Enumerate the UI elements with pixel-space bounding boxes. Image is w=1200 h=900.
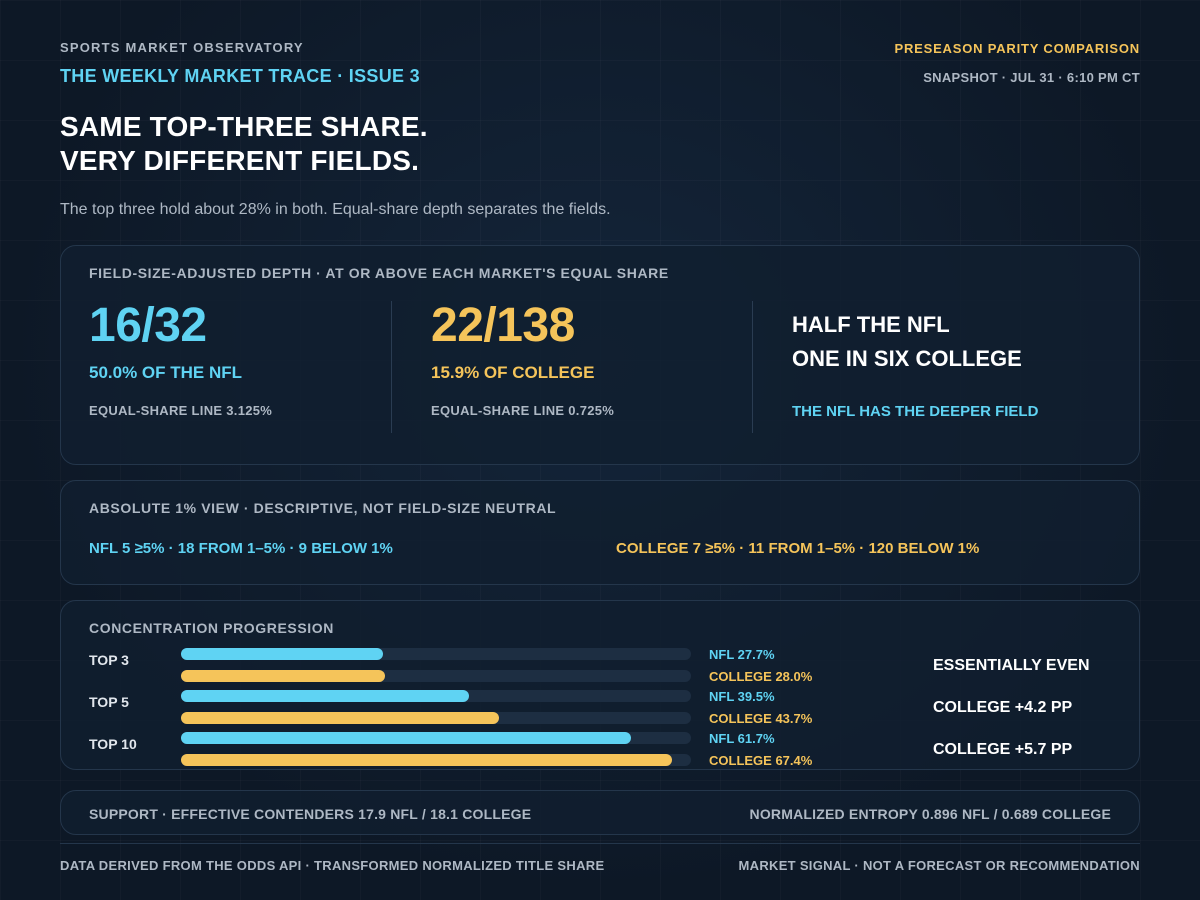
nfl-bar-top-3	[181, 648, 383, 660]
bar-track	[181, 690, 691, 702]
divider	[391, 301, 392, 433]
college-bar-top-5	[181, 712, 499, 724]
concentration-progression-label: CONCENTRATION PROGRESSION	[89, 620, 334, 636]
verdict-top-5: COLLEGE +4.2 PP	[933, 699, 1073, 716]
divider	[752, 301, 753, 433]
kicker-label: PRESEASON PARITY COMPARISON	[894, 41, 1140, 56]
absolute-view-panel: ABSOLUTE 1% VIEW · DESCRIPTIVE, NOT FIEL…	[60, 480, 1140, 585]
college-bar-top-10	[181, 754, 672, 766]
headline-line-1: SAME TOP-THREE SHARE.	[60, 111, 428, 142]
subtitle: The top three hold about 28% in both. Eq…	[60, 201, 611, 218]
bar-track	[181, 732, 691, 744]
bar-track	[181, 648, 691, 660]
depth-verdict: HALF THE NFL ONE IN SIX COLLEGE	[792, 308, 1022, 376]
bar-track	[181, 754, 691, 766]
publication-name: SPORTS MARKET OBSERVATORY	[60, 40, 304, 55]
bar-track	[181, 670, 691, 682]
depth-verdict-subline: THE NFL HAS THE DEEPER FIELD	[792, 403, 1039, 420]
nfl-value-label-top-5: NFL 39.5%	[709, 689, 775, 704]
concentration-progression-panel: CONCENTRATION PROGRESSION TOP 3 NFL 27.7…	[60, 600, 1140, 770]
bar-track	[181, 712, 691, 724]
row-label-top-5: TOP 5	[89, 694, 129, 710]
nfl-bar-top-10	[181, 732, 631, 744]
college-bar-top-3	[181, 670, 385, 682]
college-absolute-breakdown: COLLEGE 7 ≥5% · 11 FROM 1–5% · 120 BELOW…	[616, 540, 980, 557]
college-equal-share-line: EQUAL-SHARE LINE 0.725%	[431, 403, 615, 418]
depth-panel-label: FIELD-SIZE-ADJUSTED DEPTH · AT OR ABOVE …	[89, 265, 669, 281]
college-depth-count: 22/138	[431, 299, 575, 352]
snapshot-timestamp: SNAPSHOT · JUL 31 · 6:10 PM CT	[923, 70, 1140, 85]
nfl-bar-top-5	[181, 690, 469, 702]
college-value-label-top-3: COLLEGE 28.0%	[709, 669, 813, 684]
nfl-absolute-breakdown: NFL 5 ≥5% · 18 FROM 1–5% · 9 BELOW 1%	[89, 540, 393, 557]
normalized-entropy: NORMALIZED ENTROPY 0.896 NFL / 0.689 COL…	[749, 806, 1111, 822]
row-label-top-10: TOP 10	[89, 736, 137, 752]
depth-panel: FIELD-SIZE-ADJUSTED DEPTH · AT OR ABOVE …	[60, 245, 1140, 465]
college-depth-percent: 15.9% OF COLLEGE	[431, 363, 595, 382]
support-panel: SUPPORT · EFFECTIVE CONTENDERS 17.9 NFL …	[60, 790, 1140, 835]
nfl-depth-count: 16/32	[89, 299, 207, 352]
footer-divider	[60, 843, 1140, 844]
depth-verdict-line-2: ONE IN SIX COLLEGE	[792, 346, 1022, 371]
issue-title: THE WEEKLY MARKET TRACE · ISSUE 3	[60, 66, 420, 86]
absolute-view-label: ABSOLUTE 1% VIEW · DESCRIPTIVE, NOT FIEL…	[89, 500, 557, 516]
verdict-top-10: COLLEGE +5.7 PP	[933, 741, 1073, 758]
headline: SAME TOP-THREE SHARE. VERY DIFFERENT FIE…	[60, 110, 428, 178]
row-label-top-3: TOP 3	[89, 652, 129, 668]
disclaimer: MARKET SIGNAL · NOT A FORECAST OR RECOMM…	[738, 858, 1140, 873]
college-value-label-top-5: COLLEGE 43.7%	[709, 711, 813, 726]
effective-contenders: SUPPORT · EFFECTIVE CONTENDERS 17.9 NFL …	[89, 806, 532, 822]
data-source-note: DATA DERIVED FROM THE ODDS API · TRANSFO…	[60, 858, 605, 873]
nfl-equal-share-line: EQUAL-SHARE LINE 3.125%	[89, 403, 273, 418]
nfl-depth-percent: 50.0% OF THE NFL	[89, 363, 243, 382]
verdict-top-3: ESSENTIALLY EVEN	[933, 657, 1090, 674]
nfl-value-label-top-3: NFL 27.7%	[709, 647, 775, 662]
nfl-value-label-top-10: NFL 61.7%	[709, 731, 775, 746]
depth-verdict-line-1: HALF THE NFL	[792, 312, 950, 337]
headline-line-2: VERY DIFFERENT FIELDS.	[60, 145, 420, 176]
college-value-label-top-10: COLLEGE 67.4%	[709, 753, 813, 768]
